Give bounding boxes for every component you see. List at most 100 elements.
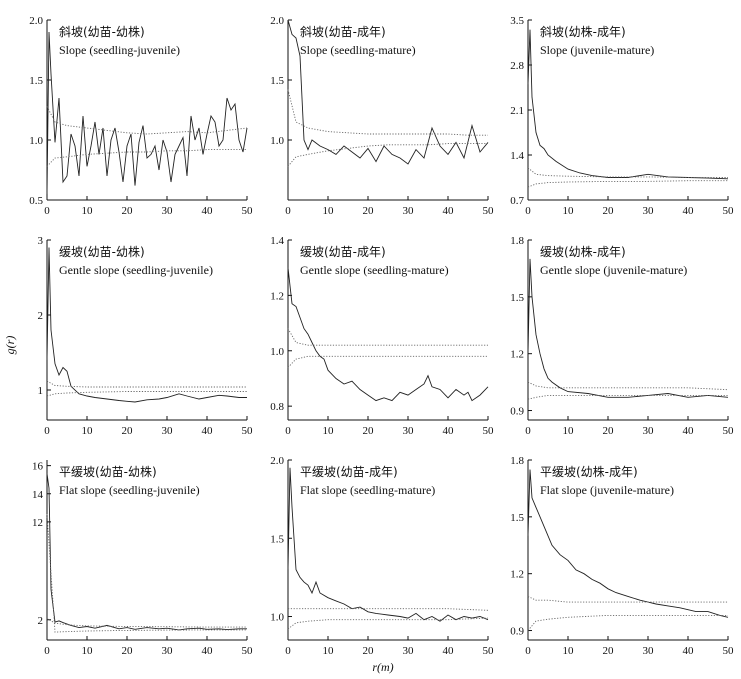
x-tick-label: 30 (643, 645, 655, 657)
envelope-line (46, 106, 248, 135)
gr-line (46, 247, 247, 403)
x-tick-label: 20 (363, 425, 375, 437)
envelope-line (527, 180, 728, 188)
panel-7: 0 10 20 30 40 50 2 12 14 16 平缓坡(幼苗-幼株) Flat slope (… (32, 460, 253, 657)
envelope-line (287, 143, 488, 167)
x-tick-label: 20 (363, 205, 375, 217)
y-axis-label: g(r) (3, 336, 17, 355)
x-tick-label: 40 (202, 205, 214, 217)
panel-title-en: Flat slope (seedling-juvenile) (59, 483, 200, 497)
x-tick-label: 30 (403, 645, 415, 657)
y-tick-label: 2 (38, 615, 44, 627)
x-axis-label: r(m) (372, 660, 393, 674)
x-tick-label: 20 (603, 425, 615, 437)
y-tick-label: 1.0 (270, 135, 284, 147)
envelope-line (287, 617, 489, 630)
panel-title-cn: 斜坡(幼苗-成年) (300, 25, 386, 39)
envelope-line (46, 380, 247, 388)
panel-title-cn: 平缓坡(幼苗-成年) (300, 465, 398, 479)
x-tick-label: 20 (603, 645, 615, 657)
y-tick-label: 0.9 (510, 626, 524, 638)
x-tick-label: 0 (525, 205, 531, 217)
x-tick-label: 20 (122, 645, 134, 657)
x-tick-label: 10 (82, 205, 94, 217)
panel-title-cn: 斜坡(幼苗-幼株) (59, 24, 145, 39)
gr-line (527, 469, 729, 618)
panel-title-en: Gentle slope (juvenile-mature) (540, 263, 687, 277)
y-tick-label: 1.8 (510, 455, 524, 467)
gr-line (287, 467, 489, 622)
x-tick-label: 10 (563, 645, 575, 657)
x-tick-label: 0 (525, 645, 531, 657)
y-tick-label: 2.0 (270, 455, 284, 467)
x-tick-label: 50 (242, 645, 254, 657)
y-tick-label: 1.2 (270, 290, 284, 302)
x-tick-label: 30 (162, 205, 174, 217)
x-tick-label: 0 (285, 205, 291, 217)
x-tick-label: 10 (323, 645, 335, 657)
panel-4: 0 10 20 30 40 50 1 2 3 缓坡(幼苗-幼株) Gentle slope (see… (38, 235, 254, 437)
x-tick-label: 30 (403, 425, 415, 437)
x-tick-label: 50 (483, 205, 495, 217)
x-tick-label: 30 (643, 425, 655, 437)
panel-3: 0 10 20 30 40 50 0.7 1.4 2.1 2.8 3.5 斜坡(幼株-成年) Slope… (510, 15, 734, 217)
panel-title-cn: 缓坡(幼苗-幼株) (59, 244, 145, 259)
y-tick-label: 1.5 (29, 75, 43, 87)
y-tick-label: 1.2 (510, 569, 524, 581)
gr-line (46, 473, 247, 631)
y-tick-label: 0.7 (510, 195, 524, 207)
y-tick-label: 1.0 (270, 612, 284, 624)
y-tick-label: 3 (38, 235, 44, 247)
panel-title-en: Gentle slope (seedling-juvenile) (59, 263, 213, 277)
y-tick-label: 0.8 (270, 401, 284, 413)
chart-panels: 0 10 20 30 40 500.51.01.52.0斜坡(幼苗-幼株)Slope (s… (29, 15, 734, 657)
gr-line (287, 19, 489, 165)
x-tick-label: 50 (483, 645, 495, 657)
x-tick-label: 10 (323, 205, 335, 217)
panel-title-en: Slope (seedling-mature) (300, 43, 416, 57)
y-tick-label: 1.0 (270, 346, 284, 358)
panel-title-cn: 平缓坡(幼株-成年) (540, 464, 638, 479)
envelope-line (288, 608, 489, 611)
y-tick-label: 1.5 (510, 512, 524, 524)
envelope-line (527, 595, 728, 603)
y-tick-label: 1.8 (510, 235, 524, 247)
x-tick-label: 0 (44, 425, 50, 437)
y-tick-label: 2.8 (510, 60, 524, 72)
x-tick-label: 30 (643, 205, 655, 217)
x-tick-label: 50 (723, 645, 735, 657)
y-tick-label: 0.5 (29, 195, 43, 207)
envelope-line (287, 355, 488, 368)
x-tick-label: 40 (683, 425, 695, 437)
envelope-line (46, 513, 247, 633)
y-tick-label: 1.4 (270, 235, 284, 247)
x-tick-label: 20 (363, 645, 375, 657)
x-tick-label: 20 (122, 205, 134, 217)
y-tick-label: 1.0 (29, 135, 43, 147)
y-tick-label: 1.2 (510, 349, 524, 361)
y-tick-label: 1.5 (270, 75, 284, 87)
panel-title-en: Gentle slope (seedling-mature) (300, 263, 449, 277)
panel-6: 0 10 20 30 40 50 0.9 1.2 1.5 1.8 缓坡(幼株-成年) Gentle s… (510, 235, 734, 437)
x-tick-label: 0 (525, 425, 531, 437)
x-tick-label: 40 (202, 645, 214, 657)
y-tick-label: 2 (38, 310, 44, 322)
x-tick-label: 50 (483, 425, 495, 437)
x-tick-label: 50 (242, 205, 254, 217)
x-tick-label: 10 (563, 205, 575, 217)
y-tick-label: 3.5 (510, 15, 524, 27)
envelope-line (287, 328, 488, 346)
y-tick-label: 14 (32, 489, 44, 501)
y-tick-label: 0.9 (510, 406, 524, 418)
x-tick-label: 0 (285, 425, 291, 437)
x-tick-label: 10 (82, 645, 94, 657)
x-tick-label: 50 (242, 425, 254, 437)
x-tick-label: 10 (563, 425, 575, 437)
y-tick-label: 12 (32, 517, 43, 529)
x-tick-label: 20 (122, 425, 134, 437)
y-tick-label: 2.0 (270, 15, 284, 27)
panel-title-en: Slope (seedling-juvenile) (59, 43, 180, 57)
x-tick-label: 0 (285, 645, 291, 657)
x-tick-label: 40 (443, 205, 455, 217)
